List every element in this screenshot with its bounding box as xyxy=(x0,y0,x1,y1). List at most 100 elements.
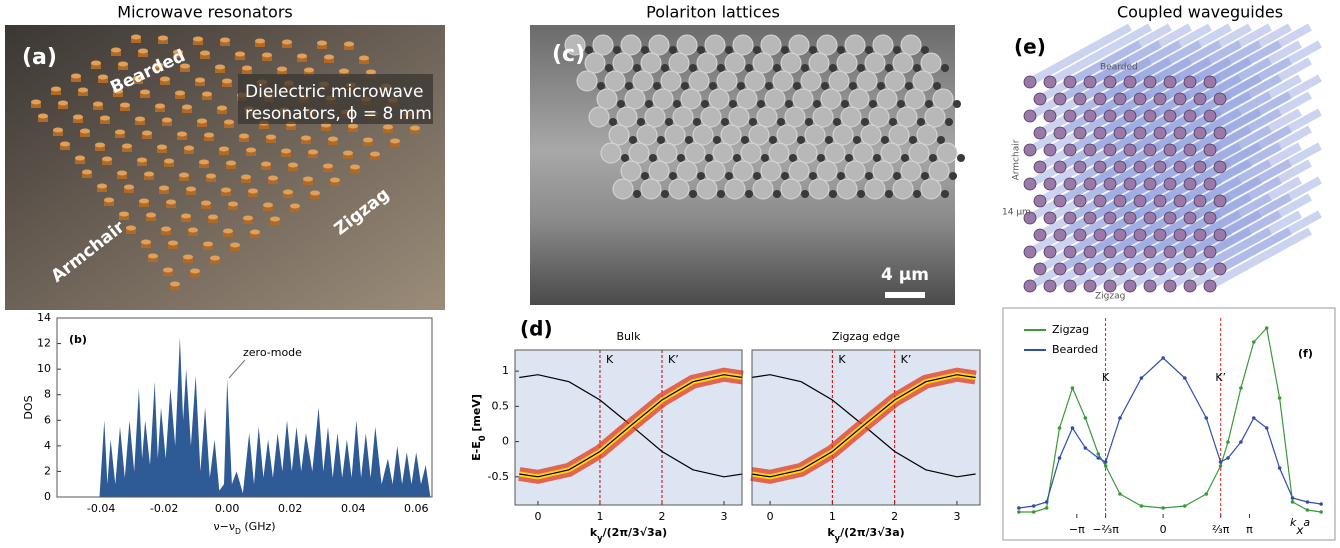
resonator xyxy=(182,107,192,113)
data-point xyxy=(1183,504,1187,508)
tube-end xyxy=(1173,262,1187,276)
tube-end xyxy=(1163,211,1177,225)
resonator xyxy=(162,120,172,126)
pillar xyxy=(752,52,774,74)
data-point xyxy=(1252,340,1256,344)
pillar xyxy=(920,178,942,200)
tube-end xyxy=(1113,194,1127,208)
hole xyxy=(649,154,657,162)
hole xyxy=(825,136,833,144)
pillar xyxy=(776,124,798,146)
hole xyxy=(857,64,865,72)
hole xyxy=(773,190,781,198)
resonator xyxy=(126,228,136,234)
axis-label: ky/(2π/3√3a) xyxy=(590,526,667,543)
axis-label-part: /(2π/3√3a) xyxy=(603,526,668,539)
hole xyxy=(929,154,937,162)
hole xyxy=(609,118,617,126)
tube xyxy=(1088,23,1192,86)
pillar xyxy=(780,52,802,74)
note: resonators, ϕ = 8 mm xyxy=(245,104,432,124)
pillar xyxy=(644,106,666,128)
pillar xyxy=(880,142,902,164)
y-tick-label: 8 xyxy=(44,388,51,401)
pillar xyxy=(772,70,794,92)
marker-label: K’ xyxy=(668,353,679,366)
data-point xyxy=(1083,416,1088,420)
resonator-top xyxy=(290,203,300,209)
hole xyxy=(901,154,909,162)
resonator xyxy=(328,139,338,145)
resonator xyxy=(219,149,229,155)
pillar xyxy=(624,88,646,110)
tube-end xyxy=(1113,126,1127,140)
scale-bar-label: 4 μm xyxy=(881,265,929,285)
resonator-top xyxy=(140,89,150,95)
tube xyxy=(1028,193,1132,256)
resonator xyxy=(277,69,287,75)
axis-label: kxa xyxy=(1290,516,1310,537)
tube-end xyxy=(1153,92,1167,106)
pillar xyxy=(788,160,810,182)
resonator-top xyxy=(282,39,292,45)
tube xyxy=(1098,176,1202,239)
tube-end xyxy=(1153,160,1167,174)
resonator xyxy=(158,38,168,44)
tube-end xyxy=(1053,92,1067,106)
resonator-top xyxy=(131,34,141,40)
panel-label: (e) xyxy=(1014,35,1046,59)
tube xyxy=(1188,159,1292,222)
tube-end xyxy=(1073,262,1087,276)
data-point xyxy=(1031,510,1036,514)
tube-end xyxy=(1183,211,1197,225)
resonator xyxy=(166,202,176,208)
data-point xyxy=(1204,492,1209,496)
pillar xyxy=(652,88,674,110)
resonator-top xyxy=(363,137,373,143)
tube-end xyxy=(1153,194,1167,208)
tube-end xyxy=(1073,194,1087,208)
x-tick-label: 0 xyxy=(1160,523,1167,536)
pillar xyxy=(900,160,922,182)
resonator xyxy=(58,103,68,109)
resonator xyxy=(170,284,180,290)
resonator xyxy=(184,148,194,154)
x-tick-label: −⅔π xyxy=(1092,523,1119,536)
hole xyxy=(881,136,889,144)
tube xyxy=(1108,91,1212,154)
resonator-top xyxy=(137,157,147,163)
hole xyxy=(837,172,845,180)
pillar xyxy=(692,124,714,146)
x-tick-label: 3 xyxy=(721,510,728,523)
tube xyxy=(1208,57,1312,120)
note: Dielectric microwave xyxy=(245,82,423,102)
hole xyxy=(837,46,845,54)
tube xyxy=(1128,125,1232,188)
resonator-top xyxy=(146,212,156,218)
pillar xyxy=(724,178,746,200)
resonator xyxy=(38,116,48,122)
hole xyxy=(877,82,885,90)
pillar xyxy=(828,70,850,92)
hole xyxy=(689,190,697,198)
tube-end xyxy=(1023,279,1037,293)
pillar xyxy=(812,106,834,128)
resonator xyxy=(317,43,327,49)
data-point xyxy=(1083,446,1088,450)
resonator xyxy=(163,270,173,276)
pillar xyxy=(832,124,854,146)
data-point xyxy=(1017,506,1021,510)
tube-end xyxy=(1113,262,1127,276)
resonator-top xyxy=(119,211,129,217)
pillar xyxy=(632,70,654,92)
resonator-top xyxy=(281,148,291,154)
tube xyxy=(1188,57,1292,120)
hole xyxy=(861,118,869,126)
tube-end xyxy=(1033,92,1047,106)
resonator-top xyxy=(71,73,81,79)
resonator-top xyxy=(248,188,258,194)
spacing-label: 14 μm xyxy=(1002,208,1031,218)
marker-label: K’ xyxy=(901,353,912,366)
resonator-top xyxy=(120,102,130,108)
resonator-top xyxy=(304,67,314,73)
